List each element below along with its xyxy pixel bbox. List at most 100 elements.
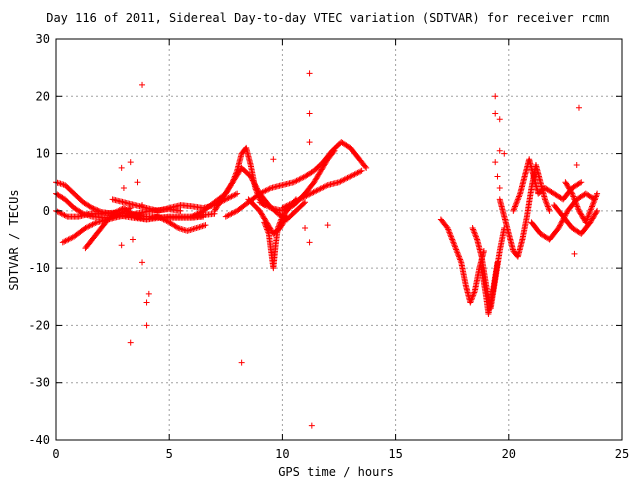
data-point bbox=[544, 203, 551, 210]
data-point bbox=[444, 225, 451, 232]
data-point bbox=[85, 223, 92, 230]
outlier-point bbox=[492, 110, 499, 117]
data-point bbox=[64, 237, 71, 244]
data-point bbox=[340, 177, 347, 184]
data-point bbox=[446, 229, 453, 236]
data-point bbox=[290, 179, 297, 186]
outlier-point bbox=[496, 116, 503, 123]
data-point bbox=[453, 246, 460, 253]
data-point bbox=[591, 197, 598, 204]
data-point bbox=[266, 204, 273, 211]
data-point bbox=[347, 173, 354, 180]
data-point bbox=[224, 195, 231, 202]
data-point bbox=[470, 292, 477, 299]
x-tick-labels: 0 5 10 15 20 25 bbox=[52, 447, 629, 461]
data-point bbox=[470, 226, 477, 233]
outlier-point bbox=[496, 184, 503, 191]
data-point bbox=[593, 209, 600, 216]
data-point bbox=[584, 215, 591, 222]
data-point bbox=[592, 193, 599, 200]
data-point bbox=[452, 245, 459, 252]
data-point bbox=[338, 177, 345, 184]
data-point bbox=[588, 204, 595, 211]
data-point bbox=[586, 210, 593, 217]
data-point bbox=[319, 184, 326, 191]
data-point bbox=[110, 213, 117, 220]
data-point bbox=[113, 212, 120, 219]
data-point bbox=[302, 193, 309, 200]
y-tick-label: -20 bbox=[28, 318, 50, 332]
data-point bbox=[512, 202, 519, 209]
data-point bbox=[362, 163, 369, 170]
outlier-point bbox=[139, 81, 146, 88]
data-point bbox=[470, 290, 477, 297]
data-point bbox=[445, 226, 452, 233]
data-point bbox=[471, 289, 478, 296]
y-tick-label: 20 bbox=[36, 89, 50, 103]
data-point bbox=[544, 202, 551, 209]
data-point bbox=[297, 175, 304, 182]
data-point bbox=[574, 203, 581, 210]
data-point bbox=[323, 182, 330, 189]
data-point bbox=[594, 207, 601, 214]
data-point bbox=[449, 236, 456, 243]
data-point bbox=[445, 227, 452, 234]
data-point bbox=[292, 197, 299, 204]
data-point bbox=[231, 192, 238, 199]
data-point bbox=[310, 189, 317, 196]
data-point bbox=[126, 205, 133, 212]
outlier-point bbox=[573, 162, 580, 169]
data-point bbox=[511, 204, 518, 211]
data-point bbox=[251, 180, 258, 187]
data-point bbox=[355, 169, 362, 176]
data-point bbox=[586, 209, 593, 216]
data-point bbox=[60, 211, 67, 218]
data-point bbox=[249, 177, 256, 184]
data-point bbox=[248, 174, 255, 181]
data-point bbox=[446, 230, 453, 237]
data-point bbox=[229, 192, 236, 199]
data-point bbox=[234, 190, 241, 197]
data-point bbox=[348, 172, 355, 179]
outlier-point bbox=[501, 150, 508, 157]
data-point bbox=[296, 176, 303, 183]
data-point bbox=[256, 190, 263, 197]
outlier-point bbox=[306, 239, 313, 246]
data-point bbox=[330, 148, 337, 155]
data-point bbox=[304, 192, 311, 199]
data-point bbox=[448, 235, 455, 242]
data-point bbox=[456, 255, 463, 262]
x-tick-label: 5 bbox=[166, 447, 173, 461]
data-point bbox=[569, 192, 576, 199]
data-point bbox=[473, 235, 480, 242]
data-point bbox=[472, 232, 479, 239]
data-point bbox=[515, 194, 522, 201]
data-point bbox=[590, 199, 597, 206]
data-point bbox=[251, 181, 258, 188]
data-point bbox=[469, 225, 476, 232]
data-point bbox=[191, 212, 198, 219]
data-point bbox=[542, 197, 549, 204]
data-point bbox=[587, 206, 594, 213]
data-point bbox=[472, 233, 479, 240]
data-point bbox=[87, 204, 94, 211]
data-point bbox=[225, 194, 232, 201]
data-point bbox=[570, 194, 577, 201]
data-point bbox=[311, 188, 318, 195]
data-point bbox=[457, 257, 464, 264]
data-point bbox=[317, 185, 324, 192]
data-point bbox=[585, 213, 592, 220]
outlier-point bbox=[127, 339, 134, 346]
data-point bbox=[454, 249, 461, 256]
data-point bbox=[91, 206, 98, 213]
data-point bbox=[514, 196, 521, 203]
data-point bbox=[585, 212, 592, 219]
y-axis-label: SDTVAR / TECUs bbox=[7, 189, 21, 290]
data-point bbox=[572, 199, 579, 206]
data-point bbox=[320, 184, 327, 191]
data-point bbox=[574, 204, 581, 211]
data-point bbox=[280, 204, 287, 211]
data-point bbox=[90, 205, 97, 212]
data-point bbox=[513, 199, 520, 206]
